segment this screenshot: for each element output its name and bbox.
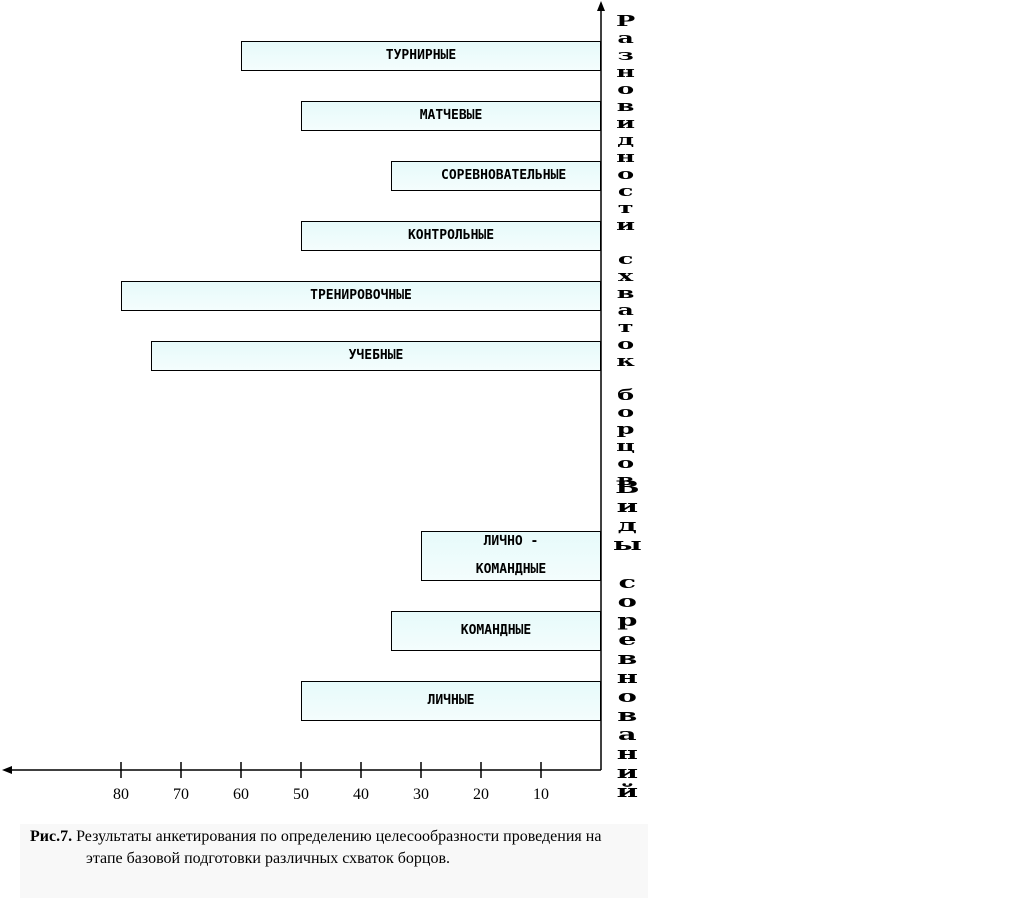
- x-tick-label: 20: [473, 786, 489, 803]
- bar: КОНТРОЛЬНЫЕ: [301, 221, 601, 251]
- bar: ЛИЧНЫЕ: [301, 681, 601, 721]
- bar-label: ЛИЧНО - КОМАНДНЫЕ: [475, 534, 547, 577]
- bar: МАТЧЕВЫЕ: [301, 101, 601, 131]
- bar-label: УЧЕБНЫЕ: [348, 348, 404, 363]
- bar-label: СОРЕВНОВАТЕЛЬНЫЕ: [441, 168, 567, 183]
- bar-label: ЛИЧНЫЕ: [427, 693, 475, 708]
- bar-label: КОНТРОЛЬНЫЕ: [407, 228, 495, 243]
- bar: ТРЕНИРОВОЧНЫЕ: [121, 281, 601, 311]
- caption-box: Рис.7. Результаты анкетирования по опред…: [20, 824, 648, 898]
- group-label: Разновидности схваток борцов: [610, 12, 641, 488]
- x-tick-label: 10: [533, 786, 549, 803]
- x-axis-arrow: [2, 766, 12, 774]
- caption: Результаты анкетирования по определению …: [76, 828, 602, 867]
- x-tick-label: 40: [353, 786, 369, 803]
- x-tick-label: 80: [113, 786, 129, 803]
- bar: КОМАНДНЫЕ: [391, 611, 601, 651]
- bar-label: МАТЧЕВЫЕ: [419, 108, 483, 123]
- bar: ЛИЧНО - КОМАНДНЫЕ: [421, 531, 601, 581]
- x-tick-label: 70: [173, 786, 189, 803]
- bar-label: ТРЕНИРОВОЧНЫЕ: [310, 288, 412, 303]
- x-tick-label: 50: [293, 786, 309, 803]
- bar-label: ТУРНИРНЫЕ: [385, 48, 457, 63]
- y-axis-arrow: [597, 1, 605, 11]
- bar: УЧЕБНЫЕ: [151, 341, 601, 371]
- group-label: Виды соревнований: [610, 478, 645, 801]
- caption-label: Рис.7.: [30, 828, 73, 845]
- bar: СОРЕВНОВАТЕЛЬНЫЕ: [391, 161, 601, 191]
- bar-label: КОМАНДНЫЕ: [460, 623, 532, 638]
- x-tick-label: 30: [413, 786, 429, 803]
- x-tick-label: 60: [233, 786, 249, 803]
- bar: ТУРНИРНЫЕ: [241, 41, 601, 71]
